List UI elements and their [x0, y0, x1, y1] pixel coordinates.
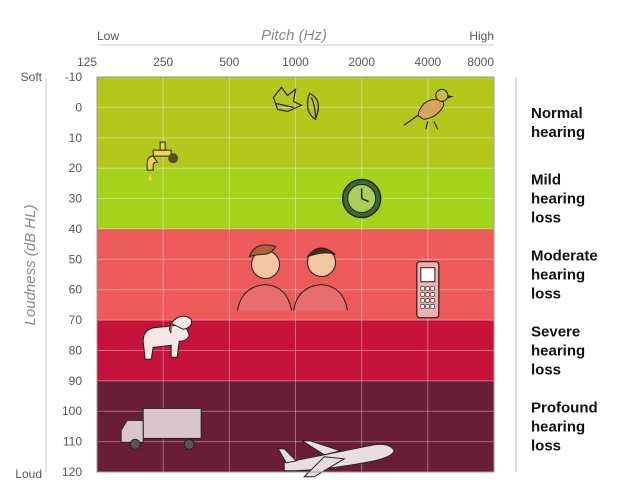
x-tick-label: 500 [219, 55, 239, 69]
y-axis-soft-label: Soft [21, 70, 43, 84]
airplane-icon [277, 440, 395, 478]
band-label-severe: Severe hearing loss [531, 323, 585, 378]
y-tick-label: 0 [75, 100, 82, 114]
x-axis-title: Pitch (Hz) [261, 27, 327, 44]
bird-icon [403, 88, 454, 130]
y-axis-title: Loudness (dB HL) [22, 205, 39, 326]
band-mild [97, 168, 494, 229]
x-axis-high-label: High [469, 29, 494, 43]
y-tick-label: 40 [69, 222, 83, 236]
dripping-faucet-icon [146, 141, 179, 182]
x-tick-labels: 125 250 500 1000 2000 4000 8000 [77, 55, 494, 69]
band-label-mild: Mild hearing loss [531, 172, 585, 227]
icon-layer [120, 86, 454, 478]
y-tick-label: 90 [69, 374, 83, 388]
x-tick-label: 8000 [467, 55, 494, 69]
y-tick-label: 60 [69, 283, 83, 297]
cell-phone-icon [416, 261, 440, 319]
band-label-moderate: Moderate hearing loss [531, 248, 598, 303]
band-labels: Normal hearing Mild hearing loss Moderate hear… [531, 105, 598, 454]
y-tick-label: 70 [69, 313, 83, 327]
plot-frame [96, 76, 495, 473]
y-tick-label: 100 [62, 404, 82, 418]
barking-dog-icon [142, 315, 192, 360]
y-tick-label: 10 [69, 131, 83, 145]
y-axis-loud-label: Loud [15, 467, 42, 481]
x-tick-label: 250 [153, 55, 173, 69]
clock-icon [341, 178, 382, 219]
band-label-profound: Profound hearing loss [531, 399, 598, 454]
x-axis-low-label: Low [97, 29, 119, 43]
y-tick-label: 30 [69, 192, 83, 206]
y-tick-label: -10 [65, 70, 83, 84]
y-tick-label: 20 [69, 161, 83, 175]
y-tick-label: 110 [63, 435, 82, 449]
x-tick-label: 2000 [348, 55, 375, 69]
y-tick-label: 120 [62, 465, 82, 479]
y-tick-label: 80 [69, 343, 83, 357]
y-tick-label: 50 [69, 252, 83, 266]
x-tick-label: 1000 [282, 55, 309, 69]
x-tick-label: 4000 [414, 55, 441, 69]
truck-icon [120, 407, 202, 450]
y-tick-labels: -10 0 10 20 30 40 50 60 70 80 90 100 110 120 [62, 70, 82, 479]
rustling-leaves-icon [272, 86, 320, 121]
x-tick-label: 125 [77, 55, 97, 69]
band-label-normal: Normal hearing [531, 105, 585, 141]
conversation-icon [237, 244, 348, 311]
